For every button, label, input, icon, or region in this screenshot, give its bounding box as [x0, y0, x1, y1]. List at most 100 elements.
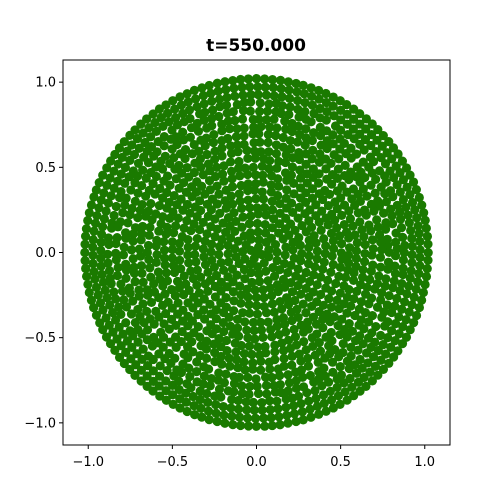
scatter-point: [411, 284, 421, 294]
scatter-point: [221, 85, 231, 95]
scatter-point: [171, 174, 181, 184]
scatter-point: [236, 180, 246, 191]
scatter-point: [105, 300, 115, 310]
scatter-point: [236, 340, 246, 351]
scatter-point: [167, 144, 177, 154]
scatter-point: [335, 144, 345, 154]
scatter-point: [198, 379, 208, 389]
scatter-point: [226, 233, 236, 243]
scatter-point: [359, 372, 369, 383]
scatter-point: [84, 287, 94, 298]
scatter-point: [202, 389, 212, 399]
scatter-point: [349, 114, 359, 124]
scatter-point: [413, 221, 423, 231]
scatter-point: [279, 361, 289, 371]
scatter-point: [390, 301, 400, 311]
scatter-point: [243, 421, 254, 431]
scatter-point: [158, 212, 168, 222]
scatter-point: [188, 391, 198, 402]
scatter-point: [308, 145, 318, 155]
scatter-point: [123, 218, 133, 228]
scatter-point: [83, 279, 93, 290]
scatter-point: [364, 220, 374, 230]
scatter-point: [91, 185, 101, 195]
scatter-point: [252, 309, 263, 319]
scatter-point: [109, 210, 119, 221]
scatter-point: [303, 361, 314, 371]
scatter-point: [405, 273, 415, 283]
scatter-point: [245, 82, 255, 92]
scatter-point: [251, 194, 261, 204]
scatter-point: [323, 275, 333, 285]
scatter-point: [379, 307, 389, 317]
scatter-point: [235, 171, 245, 181]
scatter-point: [262, 106, 273, 116]
scatter-point: [281, 242, 291, 252]
scatter-point: [407, 300, 417, 310]
scatter-point: [225, 321, 236, 331]
scatter-point: [357, 225, 367, 235]
scatter-point: [114, 143, 125, 153]
scatter-point: [346, 342, 356, 352]
scatter-point: [175, 403, 185, 413]
scatter-point: [304, 235, 314, 245]
scatter-point: [237, 82, 247, 93]
scatter-point: [134, 244, 144, 254]
scatter-point: [263, 317, 273, 327]
scatter-point: [280, 157, 291, 168]
scatter-point: [210, 146, 220, 156]
scatter-point: [266, 171, 277, 181]
scatter-point: [332, 186, 343, 196]
scatter-point: [334, 271, 344, 281]
scatter-point: [314, 409, 324, 419]
scatter-point: [225, 124, 235, 134]
scatter-point: [308, 287, 318, 297]
scatter-point: [104, 320, 114, 330]
scatter-point: [398, 232, 408, 242]
scatter-point: [119, 242, 129, 252]
scatter-point: [398, 175, 409, 185]
scatter-point: [339, 200, 350, 210]
scatter-point: [375, 252, 386, 262]
scatter-point: [183, 242, 193, 252]
scatter-point: [185, 208, 195, 218]
scatter-point: [243, 292, 253, 302]
scatter-point: [162, 366, 172, 376]
scatter-point: [381, 274, 391, 284]
scatter-point: [201, 336, 212, 346]
scatter-point: [259, 154, 269, 164]
scatter-point: [183, 97, 193, 107]
scatter-point: [237, 114, 248, 124]
scatter-point: [230, 91, 240, 101]
scatter-point: [150, 189, 160, 199]
scatter-point: [389, 276, 399, 286]
scatter-point: [147, 215, 157, 225]
scatter-point: [151, 257, 161, 267]
scatter-point: [249, 325, 259, 336]
scatter-point: [137, 268, 147, 279]
scatter-point: [272, 247, 282, 257]
scatter-point: [267, 299, 278, 309]
scatter-point: [415, 245, 425, 255]
scatter-point: [178, 305, 188, 315]
scatter-point: [244, 389, 254, 400]
scatter-point: [196, 162, 206, 172]
x-axis: −1.0 −0.5 0.0 0.5 1.0: [72, 445, 435, 470]
scatter-point: [283, 335, 294, 345]
scatter-point: [261, 380, 272, 391]
scatter-point: [295, 173, 306, 183]
scatter-point: [321, 213, 331, 223]
scatter-point: [227, 174, 237, 184]
scatter-point: [274, 228, 284, 238]
scatter-point: [245, 106, 255, 116]
scatter-point: [221, 293, 231, 303]
scatter-point: [148, 354, 158, 365]
scatter-point: [136, 235, 146, 245]
scatter-point: [148, 109, 158, 119]
scatter-point: [266, 180, 276, 190]
scatter-point: [138, 221, 148, 232]
scatter-point: [252, 301, 262, 311]
scatter-point: [120, 200, 130, 210]
scatter-point: [404, 218, 414, 228]
scatter-point: [319, 398, 329, 409]
